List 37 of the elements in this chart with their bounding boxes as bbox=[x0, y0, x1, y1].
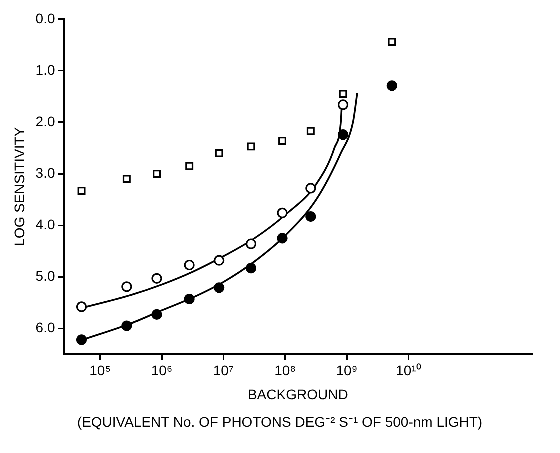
point bbox=[184, 260, 195, 271]
x-tick-label: 10⁸ bbox=[274, 362, 296, 379]
x-tick-label: 10¹⁰ bbox=[396, 362, 422, 379]
x-tick-label: 10⁵ bbox=[90, 362, 112, 379]
x-tick-label: 10⁹ bbox=[336, 362, 358, 379]
point bbox=[214, 255, 225, 266]
y-tick-label: 6.0 bbox=[36, 319, 56, 336]
point bbox=[246, 238, 257, 250]
point bbox=[153, 170, 161, 178]
point bbox=[122, 175, 131, 184]
point bbox=[184, 294, 195, 305]
x-tick-label: 10⁶ bbox=[151, 362, 173, 379]
y-tick-label: 5.0 bbox=[36, 268, 56, 284]
point bbox=[215, 149, 224, 158]
y-tick-label: 4.0 bbox=[36, 216, 56, 232]
point bbox=[152, 309, 162, 320]
x-tick-label: 10⁷ bbox=[213, 362, 234, 379]
y-axis-title: LOG SENSITIVITY bbox=[11, 126, 28, 246]
point bbox=[277, 208, 288, 218]
point bbox=[338, 130, 349, 140]
y-tick-label: 3.0 bbox=[36, 164, 56, 181]
text: (EQUIVALENT No. OF PHOTONS DEG⁻² S⁻¹ OF 500-nm LIGHT) bbox=[76, 413, 484, 431]
point bbox=[152, 273, 162, 284]
point bbox=[338, 100, 349, 110]
point bbox=[122, 320, 132, 332]
point bbox=[339, 90, 348, 98]
point bbox=[122, 282, 132, 292]
y-tick-label: 1.0 bbox=[36, 62, 56, 78]
point bbox=[186, 162, 194, 170]
x-axis-title: BACKGROUND bbox=[248, 386, 348, 402]
y-tick-label: 0.0 bbox=[36, 10, 56, 26]
point bbox=[246, 263, 257, 274]
point bbox=[278, 137, 286, 146]
point bbox=[277, 233, 288, 244]
y-tick-label: 2.0 bbox=[36, 113, 56, 130]
point bbox=[247, 142, 256, 151]
point bbox=[214, 282, 225, 294]
